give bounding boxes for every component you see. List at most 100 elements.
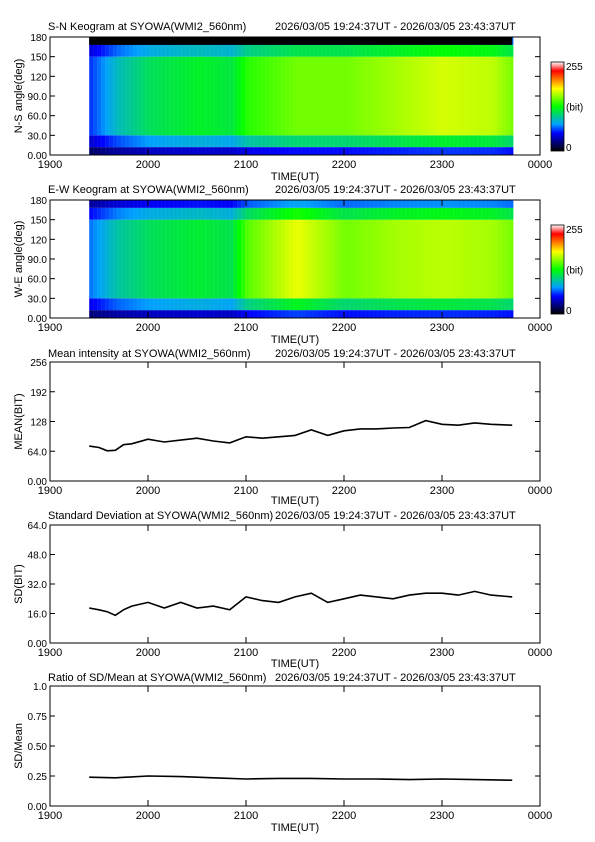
keogram-cell	[309, 298, 314, 311]
keogram-cell	[433, 219, 438, 299]
keogram-cell	[429, 147, 434, 155]
keogram-cell	[345, 219, 350, 299]
keogram-cell	[393, 219, 398, 299]
keogram-cell	[489, 56, 494, 136]
keogram-cell	[209, 44, 214, 57]
keogram-cell	[129, 200, 134, 208]
keogram-cell	[393, 135, 398, 148]
keogram-cell	[281, 147, 286, 155]
keogram-cell	[149, 310, 154, 318]
keogram-cell	[365, 56, 370, 136]
keogram-cell	[477, 219, 482, 299]
keogram-cell	[197, 44, 202, 57]
keogram-cell	[213, 44, 218, 57]
x-tick-label: 2000	[136, 485, 160, 497]
keogram-cell	[273, 135, 278, 148]
keogram-cell	[469, 135, 474, 148]
keogram-cell	[505, 44, 510, 57]
y-tick-label: 30.0	[28, 294, 48, 305]
keogram-cell	[317, 135, 322, 148]
keogram-cell	[261, 219, 266, 299]
keogram-cell	[457, 310, 462, 318]
keogram-cell	[109, 207, 114, 220]
keogram-cell	[225, 219, 230, 299]
keogram-cell	[185, 298, 190, 311]
keogram-cell	[425, 135, 430, 148]
keogram-cell	[261, 147, 266, 155]
keogram-cell	[257, 135, 262, 148]
keogram-cell	[265, 219, 270, 299]
keogram-cell	[337, 56, 342, 136]
y-tick-label: 0.00	[28, 314, 48, 325]
keogram-cell	[337, 200, 342, 208]
keogram-cell	[113, 310, 118, 318]
colorbar-gradient	[550, 224, 565, 315]
keogram-cell	[305, 56, 310, 136]
keogram-cell	[473, 200, 478, 208]
keogram-cell	[329, 207, 334, 220]
keogram-cell	[141, 207, 146, 220]
keogram-cell	[329, 44, 334, 57]
keogram-cell	[293, 298, 298, 311]
keogram-cell	[489, 147, 494, 155]
keogram-cell	[249, 135, 254, 148]
keogram-cell	[193, 44, 198, 57]
keogram-cell	[329, 56, 334, 136]
keogram-cell	[281, 207, 286, 220]
keogram-cell	[205, 135, 210, 148]
y-tick-label: 180	[30, 196, 47, 207]
keogram-cell	[113, 44, 118, 57]
keogram-cell	[137, 219, 142, 299]
keogram-cell	[169, 147, 174, 155]
keogram-cell	[173, 147, 178, 155]
keogram-cell	[421, 207, 426, 220]
keogram-cell	[301, 135, 306, 148]
keogram-cell	[373, 135, 378, 148]
keogram-cell	[277, 56, 282, 136]
keogram-cell	[429, 135, 434, 148]
keogram-cell	[161, 207, 166, 220]
keogram-cell	[229, 298, 234, 311]
y-tick-label: 192	[30, 388, 47, 399]
keogram-cell	[133, 147, 138, 155]
keogram-cell	[361, 207, 366, 220]
keogram-cell	[369, 219, 374, 299]
keogram-cell	[341, 219, 346, 299]
keogram-cell	[465, 219, 470, 299]
keogram-cell	[293, 44, 298, 57]
keogram-cell	[149, 135, 154, 148]
keogram-cell	[297, 200, 302, 208]
keogram-cell	[117, 147, 122, 155]
keogram-cell	[317, 207, 322, 220]
panel-time-range: 2026/03/05 19:24:37UT - 2026/03/05 23:43…	[275, 21, 516, 33]
keogram-cell	[185, 135, 190, 148]
keogram-cell	[453, 207, 458, 220]
keogram-cell	[405, 298, 410, 311]
keogram-cell	[465, 135, 470, 148]
keogram-cell	[237, 207, 242, 220]
keogram-cell	[405, 207, 410, 220]
keogram-cell	[485, 147, 490, 155]
y-tick-label: 0.00	[28, 802, 48, 813]
keogram-cell	[253, 219, 258, 299]
keogram-cell	[397, 219, 402, 299]
keogram-cell	[429, 219, 434, 299]
keogram-cell	[481, 135, 486, 148]
keogram-cell	[385, 147, 390, 155]
plot-frame	[49, 685, 541, 807]
x-axis-label: TIME(UT)	[271, 658, 319, 670]
keogram-cell	[177, 200, 182, 208]
keogram-cell	[105, 219, 110, 299]
keogram-cell	[269, 44, 274, 57]
keogram-cell	[381, 207, 386, 220]
keogram-cell	[265, 310, 270, 318]
keogram-cell	[341, 147, 346, 155]
keogram-cell	[221, 56, 226, 136]
keogram-cell	[269, 147, 274, 155]
keogram-cell	[105, 147, 110, 155]
keogram-cell	[261, 298, 266, 311]
keogram-cell	[281, 44, 286, 57]
keogram-cell	[125, 56, 130, 136]
keogram-cell	[109, 44, 114, 57]
keogram-cell	[469, 44, 474, 57]
